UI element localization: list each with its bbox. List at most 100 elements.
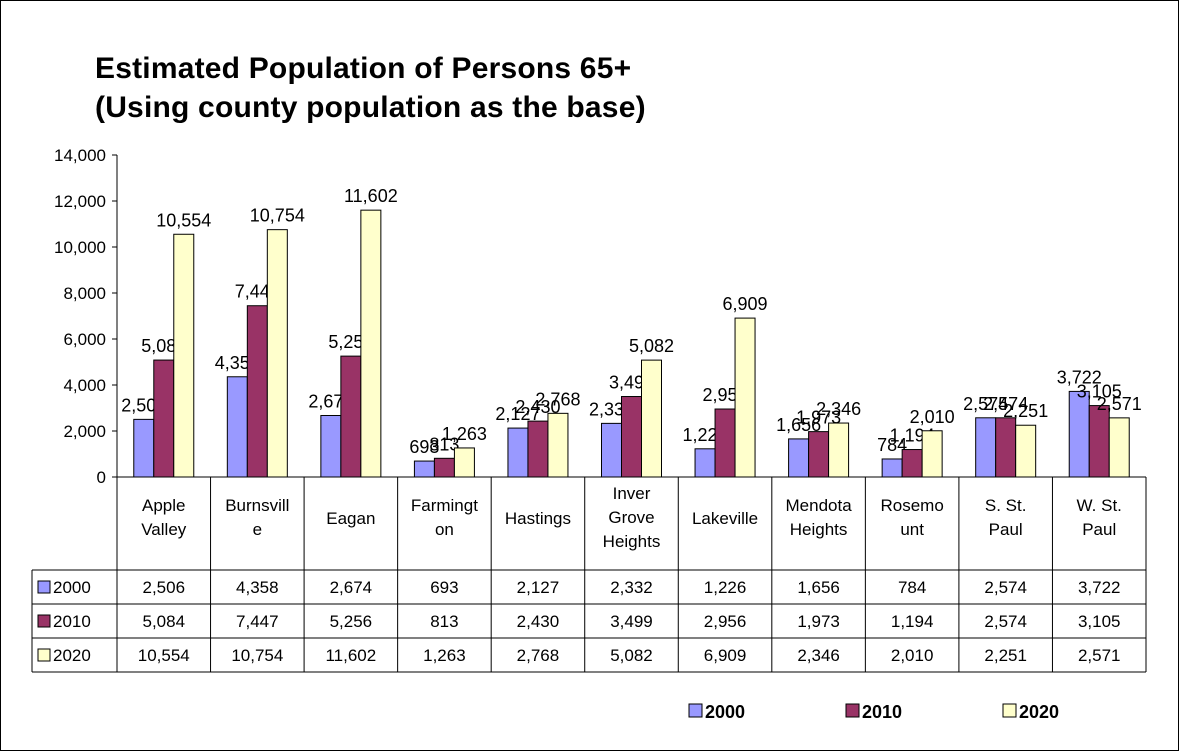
table-cell-value: 2,346 [797,646,840,665]
data-label: 3,105 [1077,382,1122,402]
table-cell-value: 2,506 [142,578,185,597]
bar [601,422,622,478]
data-label: 1,656 [776,415,821,435]
table-cell-value: 11,602 [325,646,376,665]
table-cell-value: 2,574 [984,578,1027,597]
data-label: 10,554 [156,210,211,230]
table-cell-value: 5,082 [610,646,653,665]
category-label: Paul [989,520,1023,539]
data-label: 10,754 [250,206,305,226]
table-cell-value: 784 [898,578,926,597]
bar [133,418,155,478]
data-label: 2,010 [910,407,955,427]
bar [547,412,569,478]
table-series-name: 2020 [53,646,91,665]
table-cell-value: 3,722 [1078,578,1121,597]
category-label: S. St. [985,496,1027,515]
data-label: 2,574 [983,394,1028,414]
y-tick-label: 2,000 [63,422,106,441]
bar [881,458,903,478]
table-legend-key [37,648,51,662]
table-cell-value: 5,084 [142,612,185,631]
bar [734,317,756,478]
y-tick-label: 8,000 [63,284,106,303]
data-label: 11,602 [344,186,398,206]
bar [828,422,850,478]
table-cell-value: 1,263 [423,646,466,665]
legend-label: 2020 [1019,702,1059,722]
category-label: Apple [142,496,185,515]
bar [921,430,943,478]
data-label: 2,571 [1097,394,1142,414]
table-cell-value: 693 [430,578,458,597]
bar [621,396,642,478]
bar [1108,417,1130,478]
bar [173,233,195,478]
bar [433,457,455,478]
bar [1068,390,1090,478]
table-cell-value: 1,973 [797,612,840,631]
category-label: Valley [141,520,187,539]
data-label: 2,430 [515,397,560,417]
category-label: W. St. [1077,496,1122,515]
category-label: Mendota [786,496,853,515]
category-label: unt [900,520,924,539]
table-cell-value: 2,010 [891,646,934,665]
table-cell-value: 1,226 [704,578,747,597]
bar [1015,424,1037,478]
table-cell-value: 2,956 [704,612,747,631]
data-label: 6,909 [723,294,768,314]
category-label: e [253,520,262,539]
bar [641,359,662,478]
table-cell-value: 6,909 [704,646,747,665]
bar [320,414,342,478]
category-label: Hastings [505,509,571,528]
y-tick-label: 12,000 [54,192,106,211]
category-label: Eagan [326,509,375,528]
table-cell-value: 4,358 [236,578,279,597]
data-label: 5,082 [629,336,674,356]
y-tick-label: 4,000 [63,376,106,395]
y-tick-label: 10,000 [54,238,106,257]
table-cell-value: 813 [430,612,458,631]
table-cell-value: 1,656 [797,578,840,597]
bar [975,417,997,478]
table-cell-value: 2,251 [984,646,1027,665]
table-cell-value: 7,447 [236,612,279,631]
legend-swatch [1002,703,1017,718]
data-label: 693 [409,437,439,457]
legend-swatch [688,703,703,718]
bar [507,427,529,478]
table-cell-value: 5,256 [330,612,373,631]
table-cell-value: 10,754 [231,646,283,665]
table-legend-key [37,580,51,594]
table-cell-value: 1,194 [891,612,934,631]
data-label: 1,263 [442,424,487,444]
bar [901,449,923,478]
bar [340,355,362,478]
bar [694,448,716,478]
data-label: 784 [877,435,907,455]
category-label: on [435,520,454,539]
category-label: Burnsvill [225,496,289,515]
table-cell-value: 2,332 [610,578,653,597]
bar [1088,405,1110,478]
table-cell-value: 2,127 [517,578,560,597]
table-cell-value: 2,674 [330,578,373,597]
table-cell-value: 2,574 [984,612,1027,631]
data-label: 3,722 [1057,367,1102,387]
table-cell-value: 2,430 [517,612,560,631]
table-cell-value: 2,571 [1078,646,1121,665]
data-label: 2,346 [816,399,861,419]
bar [808,431,830,478]
legend-label: 2000 [705,702,745,722]
category-label: Rosemo [880,496,943,515]
table-cell-value: 3,499 [610,612,653,631]
category-label: Grove [608,508,654,527]
data-label: 2,574 [963,394,1008,414]
category-label: Inver [613,484,651,503]
category-label: Heights [790,520,848,539]
bar [995,417,1017,478]
table-series-name: 2010 [53,612,91,631]
data-label: 2,768 [535,389,580,409]
